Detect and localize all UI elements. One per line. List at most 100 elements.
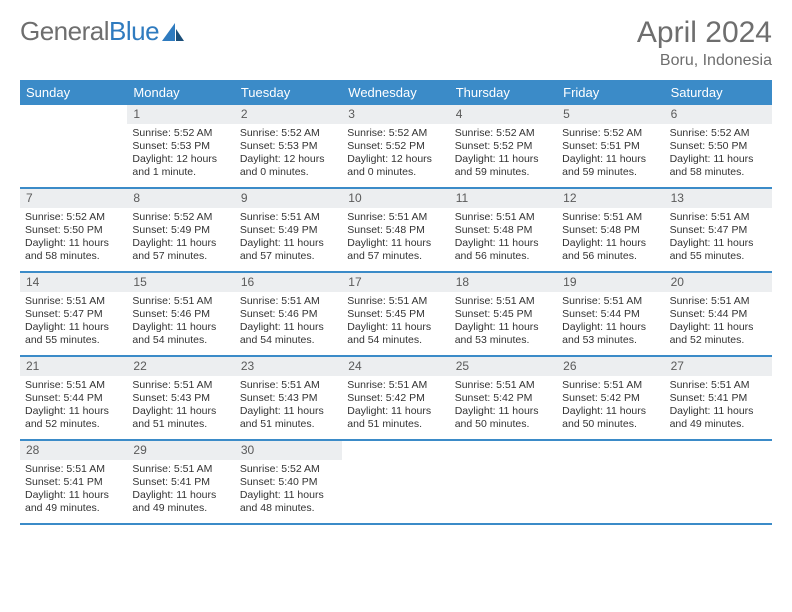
day-number: 9 (235, 189, 342, 208)
sunset-text: Sunset: 5:41 PM (25, 476, 122, 489)
calendar-day-cell: 9 Sunrise: 5:51 AMSunset: 5:49 PMDaylight… (235, 189, 342, 271)
day-details: Sunrise: 5:51 AMSunset: 5:41 PMDaylight:… (665, 376, 772, 436)
sunset-text: Sunset: 5:49 PM (240, 224, 337, 237)
day-number: 27 (665, 357, 772, 376)
sunset-text: Sunset: 5:53 PM (240, 140, 337, 153)
day-details: Sunrise: 5:52 AMSunset: 5:52 PMDaylight:… (342, 124, 449, 184)
sunrise-text: Sunrise: 5:51 AM (670, 211, 767, 224)
day-number: 1 (127, 105, 234, 124)
calendar-week-row: 21Sunrise: 5:51 AMSunset: 5:44 PMDayligh… (20, 357, 772, 441)
daylight-text: Daylight: 11 hours and 48 minutes. (240, 489, 337, 515)
weekday-header: Tuesday (235, 80, 342, 105)
day-details: Sunrise: 5:51 AMSunset: 5:47 PMDaylight:… (665, 208, 772, 268)
daylight-text: Daylight: 11 hours and 55 minutes. (25, 321, 122, 347)
day-details: Sunrise: 5:51 AMSunset: 5:46 PMDaylight:… (127, 292, 234, 352)
day-details: Sunrise: 5:51 AMSunset: 5:45 PMDaylight:… (342, 292, 449, 352)
daylight-text: Daylight: 11 hours and 53 minutes. (562, 321, 659, 347)
calendar-week-row: 14Sunrise: 5:51 AMSunset: 5:47 PMDayligh… (20, 273, 772, 357)
daylight-text: Daylight: 11 hours and 52 minutes. (25, 405, 122, 431)
sunrise-text: Sunrise: 5:51 AM (347, 379, 444, 392)
day-number: 2 (235, 105, 342, 124)
sunrise-text: Sunrise: 5:52 AM (670, 127, 767, 140)
day-details: Sunrise: 5:51 AMSunset: 5:43 PMDaylight:… (127, 376, 234, 436)
sunset-text: Sunset: 5:42 PM (347, 392, 444, 405)
day-number: 28 (20, 441, 127, 460)
daylight-text: Daylight: 11 hours and 51 minutes. (347, 405, 444, 431)
day-number (557, 441, 664, 445)
weekday-header: Monday (127, 80, 234, 105)
sunset-text: Sunset: 5:49 PM (132, 224, 229, 237)
day-number: 8 (127, 189, 234, 208)
day-number: 13 (665, 189, 772, 208)
daylight-text: Daylight: 11 hours and 58 minutes. (670, 153, 767, 179)
calendar-day-cell: 19Sunrise: 5:51 AMSunset: 5:44 PMDayligh… (557, 273, 664, 355)
daylight-text: Daylight: 11 hours and 55 minutes. (670, 237, 767, 263)
calendar-day-cell (557, 441, 664, 523)
location-label: Boru, Indonesia (637, 52, 772, 70)
sunset-text: Sunset: 5:42 PM (455, 392, 552, 405)
day-details: Sunrise: 5:51 AMSunset: 5:42 PMDaylight:… (342, 376, 449, 436)
title-block: April 2024 Boru, Indonesia (637, 16, 772, 70)
sunrise-text: Sunrise: 5:51 AM (25, 463, 122, 476)
day-number: 18 (450, 273, 557, 292)
calendar-day-cell: 23Sunrise: 5:51 AMSunset: 5:43 PMDayligh… (235, 357, 342, 439)
calendar-page: GeneralBlue April 2024 Boru, Indonesia S… (0, 0, 792, 541)
calendar-day-cell: 24Sunrise: 5:51 AMSunset: 5:42 PMDayligh… (342, 357, 449, 439)
day-details: Sunrise: 5:52 AMSunset: 5:52 PMDaylight:… (450, 124, 557, 184)
day-details: Sunrise: 5:52 AMSunset: 5:49 PMDaylight:… (127, 208, 234, 268)
calendar-week-row: 28Sunrise: 5:51 AMSunset: 5:41 PMDayligh… (20, 441, 772, 525)
day-number: 17 (342, 273, 449, 292)
day-number: 3 (342, 105, 449, 124)
calendar-day-cell: 18Sunrise: 5:51 AMSunset: 5:45 PMDayligh… (450, 273, 557, 355)
sunrise-text: Sunrise: 5:52 AM (347, 127, 444, 140)
sunrise-text: Sunrise: 5:52 AM (240, 127, 337, 140)
calendar-day-cell: 26Sunrise: 5:51 AMSunset: 5:42 PMDayligh… (557, 357, 664, 439)
day-details: Sunrise: 5:51 AMSunset: 5:44 PMDaylight:… (20, 376, 127, 436)
day-details: Sunrise: 5:52 AMSunset: 5:50 PMDaylight:… (665, 124, 772, 184)
day-number: 4 (450, 105, 557, 124)
daylight-text: Daylight: 11 hours and 49 minutes. (25, 489, 122, 515)
day-details: Sunrise: 5:51 AMSunset: 5:41 PMDaylight:… (127, 460, 234, 520)
month-title: April 2024 (637, 16, 772, 50)
sunset-text: Sunset: 5:46 PM (240, 308, 337, 321)
day-details: Sunrise: 5:52 AMSunset: 5:53 PMDaylight:… (127, 124, 234, 184)
daylight-text: Daylight: 11 hours and 59 minutes. (455, 153, 552, 179)
sunrise-text: Sunrise: 5:51 AM (25, 295, 122, 308)
daylight-text: Daylight: 11 hours and 50 minutes. (562, 405, 659, 431)
day-number: 19 (557, 273, 664, 292)
day-details: Sunrise: 5:51 AMSunset: 5:45 PMDaylight:… (450, 292, 557, 352)
day-number (20, 105, 127, 109)
sunrise-text: Sunrise: 5:52 AM (562, 127, 659, 140)
sunset-text: Sunset: 5:47 PM (25, 308, 122, 321)
day-details: Sunrise: 5:52 AMSunset: 5:53 PMDaylight:… (235, 124, 342, 184)
sunset-text: Sunset: 5:50 PM (25, 224, 122, 237)
calendar-week-row: 7Sunrise: 5:52 AMSunset: 5:50 PMDaylight… (20, 189, 772, 273)
brand-logo: GeneralBlue (20, 16, 184, 47)
daylight-text: Daylight: 11 hours and 59 minutes. (562, 153, 659, 179)
sunset-text: Sunset: 5:44 PM (562, 308, 659, 321)
day-number: 10 (342, 189, 449, 208)
day-details: Sunrise: 5:52 AMSunset: 5:40 PMDaylight:… (235, 460, 342, 520)
day-details: Sunrise: 5:51 AMSunset: 5:41 PMDaylight:… (20, 460, 127, 520)
day-details: Sunrise: 5:51 AMSunset: 5:43 PMDaylight:… (235, 376, 342, 436)
calendar-day-cell: 11Sunrise: 5:51 AMSunset: 5:48 PMDayligh… (450, 189, 557, 271)
calendar-day-cell (450, 441, 557, 523)
calendar-body: 1Sunrise: 5:52 AMSunset: 5:53 PMDaylight… (20, 105, 772, 525)
sunset-text: Sunset: 5:41 PM (670, 392, 767, 405)
calendar-day-cell: 4Sunrise: 5:52 AMSunset: 5:52 PMDaylight… (450, 105, 557, 187)
sunrise-text: Sunrise: 5:52 AM (240, 463, 337, 476)
day-number: 21 (20, 357, 127, 376)
daylight-text: Daylight: 11 hours and 49 minutes. (670, 405, 767, 431)
sunrise-text: Sunrise: 5:51 AM (240, 295, 337, 308)
weekday-header: Friday (557, 80, 664, 105)
sunrise-text: Sunrise: 5:51 AM (240, 211, 337, 224)
daylight-text: Daylight: 11 hours and 57 minutes. (240, 237, 337, 263)
sunrise-text: Sunrise: 5:51 AM (25, 379, 122, 392)
sunrise-text: Sunrise: 5:52 AM (25, 211, 122, 224)
calendar-day-cell: 20Sunrise: 5:51 AMSunset: 5:44 PMDayligh… (665, 273, 772, 355)
calendar-day-cell: 22Sunrise: 5:51 AMSunset: 5:43 PMDayligh… (127, 357, 234, 439)
brand-part2: Blue (109, 16, 159, 47)
day-number: 30 (235, 441, 342, 460)
day-number (342, 441, 449, 445)
sunrise-text: Sunrise: 5:51 AM (562, 211, 659, 224)
